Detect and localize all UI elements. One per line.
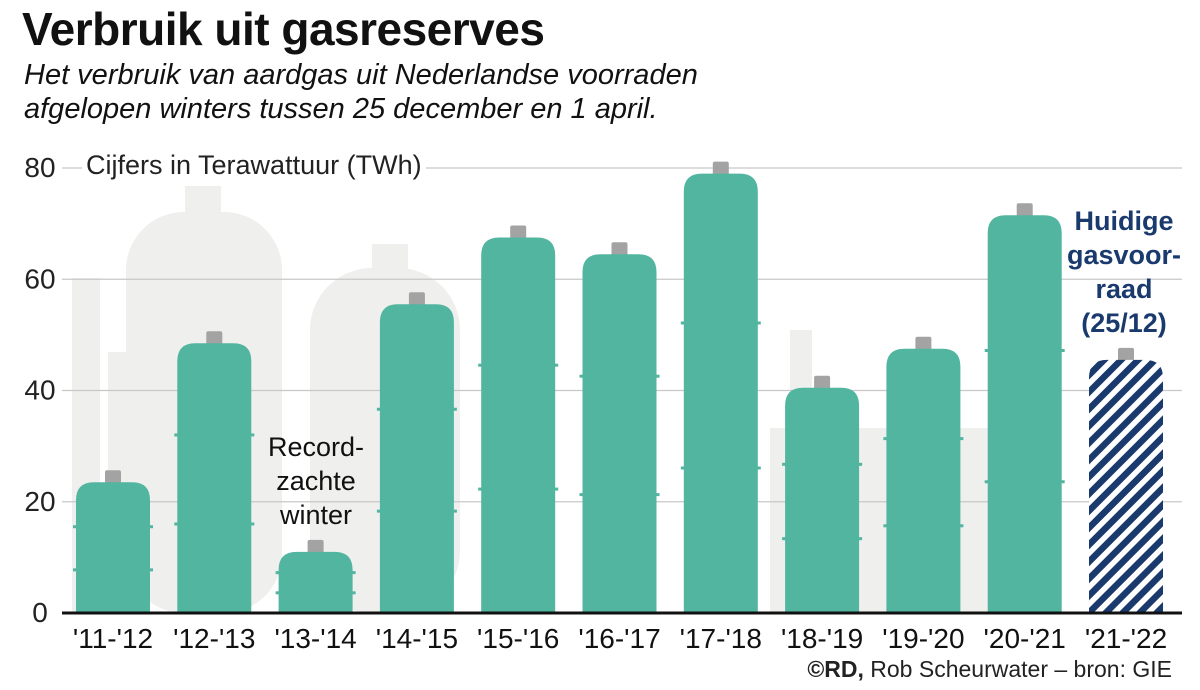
bar <box>782 375 863 613</box>
credit-text: Rob Scheurwater – bron: GIE <box>863 656 1172 682</box>
bar <box>579 242 660 613</box>
bar-body <box>1089 359 1163 613</box>
bar-cap <box>105 470 121 485</box>
annotation-current-line-4: (25/12) <box>1081 308 1167 338</box>
bar-body <box>76 482 150 613</box>
bar-cap <box>712 161 729 176</box>
x-tick-label: '18-'19 <box>781 623 863 654</box>
x-tick-label: '17-'18 <box>680 623 762 654</box>
bar-body <box>785 387 860 613</box>
x-tick-label: '15-'16 <box>477 623 559 654</box>
y-axis-ticks: 0 20 40 60 80 <box>24 152 55 628</box>
bar-body <box>987 215 1062 613</box>
bar <box>680 161 761 613</box>
credit-line: ©RD, Rob Scheurwater – bron: GIE <box>807 656 1172 683</box>
bar <box>883 336 964 613</box>
annotation-record-line-2: zachte <box>276 466 356 496</box>
x-tick-label: '14-'15 <box>376 623 458 654</box>
bar-cap <box>307 539 324 554</box>
bar-body <box>379 304 454 613</box>
bar-cap <box>915 336 932 351</box>
x-tick-label: '16-'17 <box>578 623 660 654</box>
annotation-record-line-1: Record- <box>268 432 364 462</box>
bar-body <box>481 237 556 613</box>
bar-body <box>177 343 252 613</box>
annotation-current-line-3: raad <box>1095 274 1152 304</box>
x-tick-label: '20-'21 <box>984 623 1066 654</box>
subtitle-line-2: afgelopen winters tussen 25 december en … <box>24 93 658 125</box>
credit-brand: ©RD, <box>807 656 864 682</box>
unit-label: Cijfers in Terawattuur (TWh) <box>82 150 426 181</box>
bar <box>73 470 153 613</box>
bar <box>478 225 559 613</box>
x-tick-label: '11-'12 <box>73 623 153 654</box>
bar <box>174 331 255 613</box>
annotation-current-line-2: gasvoor- <box>1067 240 1181 270</box>
bar-current <box>1089 347 1163 613</box>
chart-title: Verbruik uit gasreserves <box>22 3 545 55</box>
bar-cap <box>814 375 831 390</box>
bar <box>275 539 356 613</box>
bar-body <box>886 348 961 613</box>
x-tick-label: '13-'14 <box>274 623 356 654</box>
bar <box>984 203 1065 613</box>
x-tick-label: '19-'20 <box>882 623 964 654</box>
subtitle-line-1: Het verbruik van aardgas uit Nederlandse… <box>24 59 698 91</box>
y-tick-label: 80 <box>24 152 55 183</box>
y-tick-label: 60 <box>24 263 55 294</box>
bar-body <box>278 551 353 613</box>
annotation-record-line-3: winter <box>279 500 352 530</box>
y-tick-label: 20 <box>24 486 55 517</box>
bar-body <box>683 173 758 613</box>
bar-cap <box>510 225 527 240</box>
chart-subtitle: Het verbruik van aardgas uit Nederlandse… <box>24 58 884 126</box>
annotation-current-line-1: Huidige <box>1075 206 1174 236</box>
bar-cap <box>1016 203 1033 218</box>
bar-cap <box>611 242 628 257</box>
bar-body <box>582 254 657 613</box>
x-tick-label: '12-'13 <box>173 623 255 654</box>
y-tick-label: 40 <box>24 375 55 406</box>
x-tick-label: '21-'22 <box>1085 623 1167 654</box>
bars <box>73 161 1163 613</box>
bar <box>376 292 457 613</box>
x-axis-labels: '11-'12 '12-'13 '13-'14 '14-'15 '15-'16 '16-'… <box>73 623 1167 654</box>
bar-cap <box>408 292 425 307</box>
y-tick-label: 0 <box>32 597 48 628</box>
bar-cap <box>1118 347 1134 362</box>
bar-cap <box>206 331 223 346</box>
